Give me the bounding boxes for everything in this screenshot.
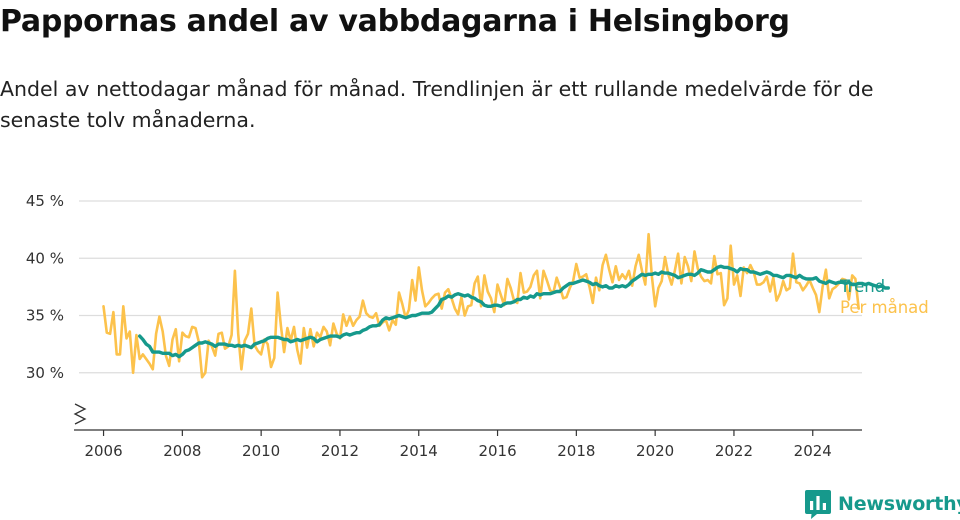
x-axis [73,403,862,431]
x-tick-label: 2014 [400,442,438,460]
x-tick-label: 2008 [163,442,201,460]
x-tick-label: 2022 [715,442,753,460]
y-tick-label: 35 % [26,307,64,325]
legend: Trend Per månad [839,277,929,317]
series-line-trend [138,264,890,359]
x-tick-label: 2020 [636,442,674,460]
y-tick-label: 45 % [26,192,64,210]
y-tick-label: 30 % [26,364,64,382]
axis-break-icon [73,403,87,425]
x-tick-label: 2024 [794,442,832,460]
x-tick-label: 2016 [478,442,516,460]
legend-label-per-manad: Per månad [840,298,929,317]
x-tick-label: 2018 [557,442,595,460]
brand-name: Newsworthy [838,493,960,515]
y-axis-labels: 30 % 35 % 40 % 45 % [26,192,64,382]
x-tick-label: 2010 [242,442,280,460]
bar-chart-speech-bubble-icon [805,489,831,519]
page-subtitle: Andel av nettodagar månad för månad. Tre… [0,77,874,132]
brand-logo: Newsworthy [805,489,960,519]
page-title: Pappornas andel av vabbdagarna i Helsing… [0,4,790,39]
y-tick-label: 40 % [26,249,64,267]
series-lines [102,232,890,379]
x-tick-label: 2006 [84,442,122,460]
x-axis-labels: 2006 2008 2010 2012 2014 2016 2018 2020 2022 2024 [84,430,832,460]
series-line-per-manad [102,232,860,379]
x-tick-label: 2012 [321,442,359,460]
legend-label-trend: Trend [839,277,885,296]
grid-lines [79,200,862,374]
